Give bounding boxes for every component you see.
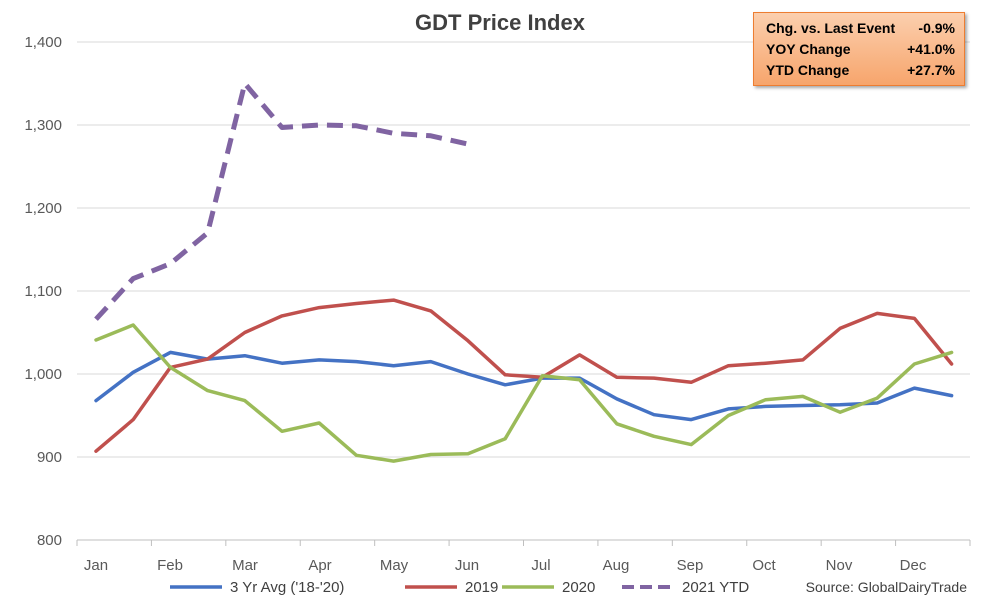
stats-value: -0.9% — [918, 18, 955, 39]
x-tick-label: May — [380, 557, 409, 574]
y-tick-label: 1,400 — [24, 34, 62, 51]
stats-box: Chg. vs. Last Event -0.9% YOY Change +41… — [753, 12, 965, 86]
x-tick-label: Apr — [308, 557, 331, 574]
y-axis: 800 900 1,000 1,100 1,200 1,300 1,400 — [24, 34, 62, 549]
x-tick-label: Oct — [752, 557, 776, 574]
y-tick-label: 900 — [37, 449, 62, 466]
x-tick-label: Feb — [157, 557, 183, 574]
stats-row-yoy: YOY Change +41.0% — [766, 39, 955, 60]
source-note: Source: GlobalDairyTrade — [806, 579, 968, 595]
x-tick-label: Nov — [826, 557, 853, 574]
y-tick-label: 1,100 — [24, 283, 62, 300]
stats-label: YOY Change — [766, 39, 851, 60]
y-tick-label: 800 — [37, 532, 62, 549]
legend: 3 Yr Avg ('18-'20) 2019 2020 2021 YTD — [170, 579, 749, 596]
stats-label: Chg. vs. Last Event — [766, 18, 895, 39]
stats-row-last-event: Chg. vs. Last Event -0.9% — [766, 18, 955, 39]
x-tick-label: Mar — [232, 557, 258, 574]
y-tick-label: 1,000 — [24, 366, 62, 383]
gdt-price-index-chart: GDT Price Index 800 900 1,000 1,100 1,200 1,3… — [0, 0, 981, 600]
y-tick-label: 1,200 — [24, 200, 62, 217]
legend-label: 3 Yr Avg ('18-'20) — [230, 579, 344, 596]
series-line — [96, 84, 468, 320]
x-tick-label: Jun — [455, 557, 479, 574]
x-tick-label: Aug — [603, 557, 630, 574]
x-axis: Jan Feb Mar Apr May Jun Jul Aug Sep Oct Nov Dec — [77, 540, 970, 574]
stats-row-ytd: YTD Change +27.7% — [766, 60, 955, 81]
y-tick-label: 1,300 — [24, 117, 62, 134]
x-tick-label: Sep — [677, 557, 704, 574]
legend-label: 2020 — [562, 579, 595, 596]
x-tick-label: Jul — [531, 557, 550, 574]
legend-label: 2021 YTD — [682, 579, 749, 596]
legend-label: 2019 — [465, 579, 498, 596]
chart-title: GDT Price Index — [415, 10, 586, 35]
series-lines — [96, 84, 952, 462]
series-line — [96, 300, 952, 451]
stats-label: YTD Change — [766, 60, 849, 81]
gridlines — [77, 42, 970, 457]
x-tick-label: Jan — [84, 557, 108, 574]
x-tick-label: Dec — [900, 557, 927, 574]
stats-value: +41.0% — [907, 39, 955, 60]
stats-value: +27.7% — [907, 60, 955, 81]
